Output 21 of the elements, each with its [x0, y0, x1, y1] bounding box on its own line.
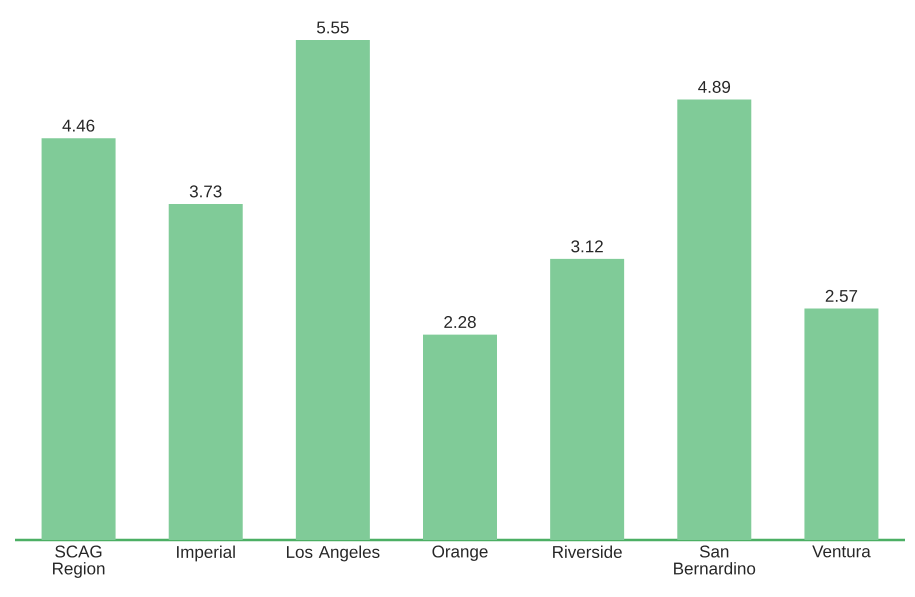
data-label: 2.57	[826, 290, 858, 302]
bar	[804, 308, 878, 540]
bar	[677, 99, 752, 540]
bar	[550, 258, 624, 540]
data-label: 5.55	[317, 22, 349, 34]
data-label: 2.28	[444, 316, 476, 328]
bar	[168, 204, 243, 540]
x-tick-label: SCAG Region	[53, 546, 104, 578]
bar	[296, 40, 370, 540]
x-tick-label: Los Angeles	[286, 546, 380, 562]
data-label: 3.12	[571, 240, 603, 252]
x-tick-label: Orange	[432, 546, 488, 561]
x-tick-label: San Bernardino	[674, 546, 756, 575]
x-tick-label: Riverside	[553, 546, 622, 558]
data-label: 4.89	[698, 80, 730, 93]
data-label: 4.46	[62, 120, 94, 132]
bar	[423, 334, 498, 540]
data-label: 3.73	[190, 185, 222, 198]
x-tick-label: Imperial	[177, 546, 235, 562]
x-tick-label: Ventura	[812, 546, 871, 558]
bar	[42, 138, 116, 540]
